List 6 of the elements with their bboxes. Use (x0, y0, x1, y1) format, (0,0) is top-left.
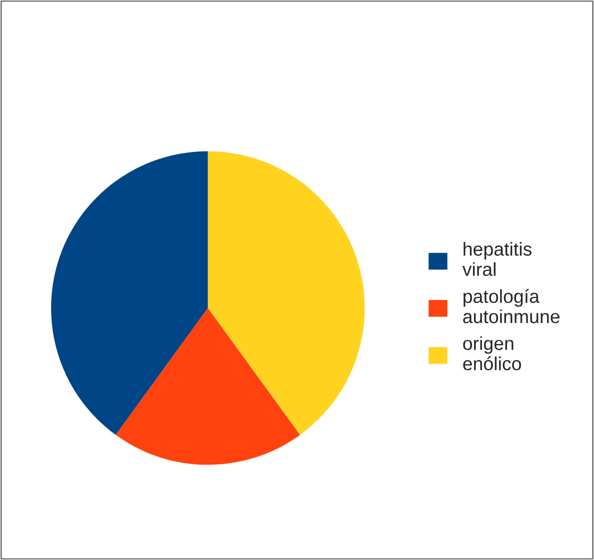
pie-slice (51, 151, 208, 435)
pie-slice (208, 151, 365, 435)
legend-label: origen enólico (463, 336, 521, 370)
legend-label: patología autoinmune (463, 289, 560, 324)
legend-label: hepatitis viral (462, 242, 532, 276)
pie-slice (116, 308, 300, 465)
